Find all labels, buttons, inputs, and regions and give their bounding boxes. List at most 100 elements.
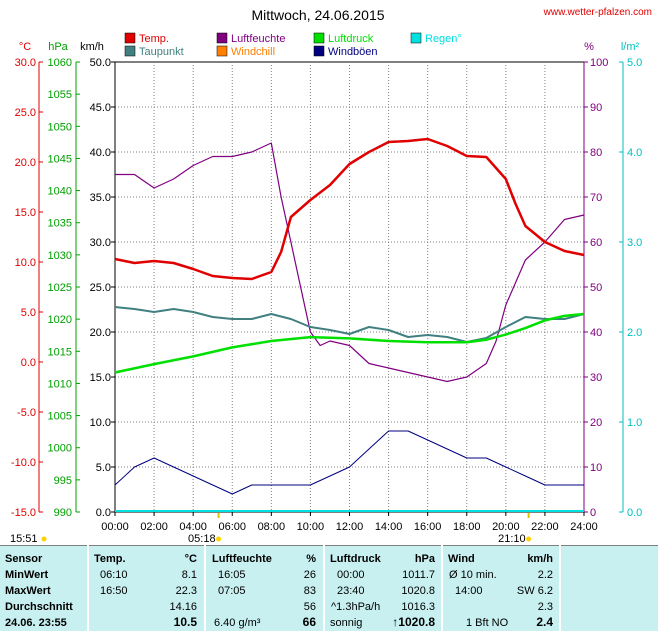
- series-temp: [114, 137, 585, 281]
- humidity-tick-label: 60: [590, 237, 602, 249]
- x-tick-label: 12:00: [336, 521, 364, 533]
- legend-swatch: [124, 45, 136, 57]
- sunrise-sun-icon: [216, 536, 222, 542]
- row-label: MinWert: [5, 569, 49, 581]
- wind-direction: 1 Bft NO: [466, 617, 509, 629]
- x-tick-label: 16:00: [414, 521, 442, 533]
- humidity-tick-label: 10: [590, 462, 602, 474]
- pressure-tick-label: 1025: [48, 282, 72, 294]
- pressure-tick-label: 1030: [48, 250, 72, 262]
- temp-tick-label: -5.0: [17, 407, 36, 419]
- pressure-tick-label: 990: [54, 507, 72, 519]
- sunset-sun-icon: [526, 536, 532, 542]
- pressure-tick-label: 1005: [48, 411, 72, 423]
- wind-time: Ø 10 min.: [449, 569, 497, 581]
- legend-label: Luftdruck: [328, 33, 374, 45]
- legend-label: Regen°: [425, 33, 462, 45]
- y-axes: 30.0 25.0 20.0 15.0 10.0 5.0 0.0 -5.0 -10.0 -15.0…: [11, 57, 642, 519]
- temp-value: 8.1: [181, 569, 197, 581]
- left-sun-icon: [41, 536, 47, 542]
- series-layer: [114, 137, 585, 512]
- temp-tick-label: 5.0: [21, 307, 36, 319]
- rain-tick-label: 2.0: [627, 327, 642, 339]
- temp-tick-label: 30.0: [15, 57, 36, 69]
- row-label: Durchschnitt: [5, 601, 73, 613]
- legend-swatch: [124, 32, 136, 44]
- table-background: [0, 545, 658, 631]
- legend-label: Windchill: [231, 46, 275, 58]
- row-label: MaxWert: [5, 585, 51, 597]
- temp-axis-unit: °C: [19, 41, 31, 53]
- humidity-value: 56: [303, 601, 316, 613]
- series-windben: [114, 430, 584, 495]
- pressure-trend: ^1.3hPa/h: [331, 601, 381, 613]
- header-temp: Temp.: [94, 553, 126, 565]
- x-tick-label: 06:00: [218, 521, 246, 533]
- chart-legend: Temp. Luftfeuchte Luftdruck Regen° Taupunkt W…: [124, 32, 462, 58]
- wind-value: 2.3: [537, 601, 553, 613]
- humidity-current: 66: [302, 615, 316, 629]
- x-tick-label: 20:00: [492, 521, 520, 533]
- pressure-tick-label: 1050: [48, 121, 72, 133]
- temp-tick-label: 20.0: [15, 157, 36, 169]
- series-luftdruck: [114, 312, 585, 374]
- weather-condition: sonnig: [330, 617, 363, 629]
- header-humidity: Luftfeuchte: [212, 553, 272, 565]
- wind-tick-label: 10.0: [90, 417, 111, 429]
- rain-tick-label: 3.0: [627, 237, 642, 249]
- pressure-tick-label: 1040: [48, 186, 72, 198]
- site-url: www.wetter-pfalzen.com: [543, 7, 652, 18]
- humidity-tick-label: 30: [590, 372, 602, 384]
- legend-label: Taupunkt: [139, 46, 184, 58]
- series-taupunkt: [114, 306, 585, 343]
- legend-swatch: [216, 45, 228, 57]
- x-tick-label: 10:00: [297, 521, 325, 533]
- humidity-tick-label: 100: [590, 57, 608, 69]
- temp-tick-label: 0.0: [21, 357, 36, 369]
- header-sensor: Sensor: [5, 553, 43, 565]
- wind-tick-label: 45.0: [90, 102, 111, 114]
- x-tick-label: 08:00: [258, 521, 286, 533]
- x-tick-label: 22:00: [531, 521, 559, 533]
- rain-axis-unit: l/m²: [621, 41, 640, 53]
- wind-tick-label: 15.0: [90, 372, 111, 384]
- absolute-humidity: 6.40 g/m³: [214, 617, 261, 629]
- header-pressure: Luftdruck: [330, 553, 381, 565]
- wind-tick-label: 25.0: [90, 282, 111, 294]
- pressure-tick-label: 1020: [48, 314, 72, 326]
- temp-time: 06:10: [100, 569, 128, 581]
- series-luftfeuchte: [115, 142, 585, 383]
- temp-value: 22.3: [175, 585, 197, 597]
- weather-chart: Mittwoch, 24.06.2015 www.wetter-pfalzen.…: [10, 7, 652, 545]
- pressure-value: 1011.7: [402, 569, 435, 581]
- wind-tick-label: 0.0: [96, 507, 111, 519]
- pressure-tick-label: 1000: [48, 443, 72, 455]
- left-time: 15:51: [10, 533, 38, 545]
- legend-swatch: [410, 32, 422, 44]
- sunset-time: 21:10: [498, 533, 526, 545]
- x-tick-label: 02:00: [140, 521, 168, 533]
- temp-current: 10.5: [173, 615, 197, 629]
- axis-units: °C hPa km/h% l/m²: [19, 41, 640, 53]
- humidity-tick-label: 80: [590, 147, 602, 159]
- wind-current: 2.4: [536, 615, 553, 629]
- rain-tick-label: 1.0: [627, 417, 642, 429]
- wind-tick-label: 30.0: [90, 237, 111, 249]
- x-tick-label: 14:00: [375, 521, 403, 533]
- header-pressure-unit: hPa: [414, 553, 435, 565]
- legend-swatch: [216, 32, 228, 44]
- humidity-time: 07:05: [218, 585, 246, 597]
- pressure-axis-unit: hPa: [48, 41, 68, 53]
- humidity-tick-label: 50: [590, 282, 602, 294]
- pressure-time: 00:00: [337, 569, 365, 581]
- pressure-value: 1016.3: [401, 601, 435, 613]
- wind-tick-label: 5.0: [96, 462, 111, 474]
- temp-tick-label: 25.0: [15, 107, 36, 119]
- wind-value: 2.2: [537, 569, 553, 581]
- pressure-tick-label: 1015: [48, 346, 72, 358]
- humidity-tick-label: 20: [590, 417, 602, 429]
- legend-label: Windböen: [328, 46, 378, 58]
- temp-tick-label: 10.0: [15, 257, 36, 269]
- pressure-current: ↑1020.8: [392, 615, 435, 629]
- grid: [115, 62, 584, 512]
